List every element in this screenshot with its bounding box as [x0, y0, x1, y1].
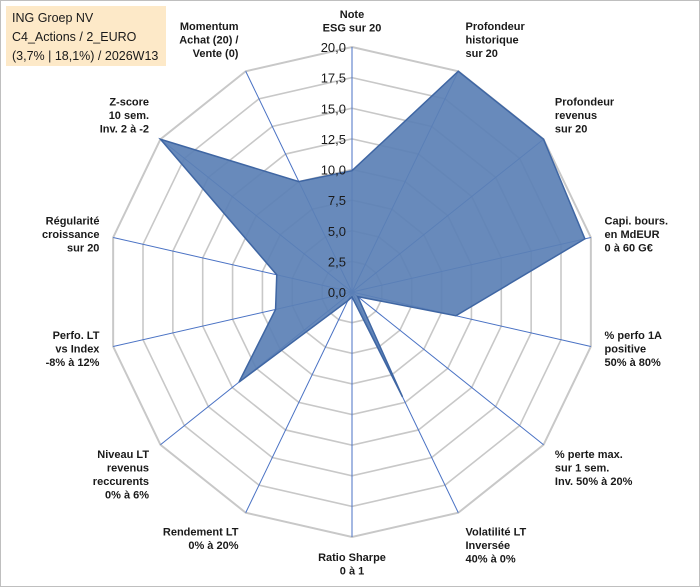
axis-label-6-line-2: 40% à 0%: [466, 554, 516, 566]
axis-label-9-line-3: 0% à 6%: [105, 490, 149, 502]
axis-label-7-line-0: Ratio Sharpe: [318, 552, 386, 564]
axis-label-9-line-0: Niveau LT: [97, 449, 149, 461]
axis-label-13-line-2: Vente (0): [193, 48, 239, 60]
axis-label-2: Profondeur revenus sur 20: [555, 96, 615, 135]
axis-label-8-line-0: Rendement LT: [163, 527, 239, 539]
axis-label-4-line-2: 50% à 80%: [605, 357, 661, 369]
axis-label-2-line-2: sur 20: [555, 123, 587, 135]
axis-label-5-line-0: % perte max.: [555, 449, 623, 461]
tick-label-2: 5,0: [328, 224, 346, 239]
axis-label-8: Rendement LT 0% à 20%: [163, 527, 239, 553]
axis-label-6: Volatilité LT Inversée 40% à 0%: [466, 527, 527, 566]
axis-label-2-line-0: Profondeur: [555, 96, 615, 108]
axis-label-5-line-1: sur 1 sem.: [555, 463, 609, 475]
tick-label-4: 10,0: [321, 163, 346, 178]
axis-label-4: % perfo 1A positive 50% à 80%: [605, 330, 663, 369]
axis-label-7-line-1: 0 à 1: [340, 566, 364, 578]
axis-label-11-line-2: sur 20: [67, 243, 99, 255]
axis-label-9-line-1: revenus: [107, 463, 149, 475]
tick-label-3: 7,5: [328, 193, 346, 208]
axis-label-7: Ratio Sharpe 0 à 1: [318, 552, 386, 578]
axis-label-0: Note ESG sur 20: [323, 9, 382, 35]
tick-label-1: 2,5: [328, 254, 346, 269]
tick-label-8: 20,0: [321, 40, 346, 55]
axis-label-6-line-1: Inversée: [466, 540, 511, 552]
axis-label-0-line-0: Note: [340, 9, 364, 21]
axis-label-10-line-2: -8% à 12%: [46, 357, 100, 369]
axis-label-12-line-1: 10 sem.: [109, 110, 149, 122]
axis-label-8-line-1: 0% à 20%: [188, 540, 238, 552]
axis-spoke-5: [351, 291, 544, 446]
axis-spoke-8: [245, 291, 353, 513]
axis-label-1: Profondeur historique sur 20: [466, 21, 526, 60]
axis-label-13-line-0: Momentum: [180, 21, 239, 33]
axis-label-2-line-1: revenus: [555, 110, 597, 122]
tick-label-5: 12,5: [321, 132, 346, 147]
axis-label-3-line-1: en MdEUR: [605, 229, 660, 241]
axis-label-6-line-0: Volatilité LT: [466, 527, 527, 539]
axis-label-10-line-1: vs Index: [55, 343, 100, 355]
axis-label-11: Régularité croissance sur 20: [42, 216, 99, 255]
tick-label-6: 15,0: [321, 101, 346, 116]
axis-label-13-line-1: Achat (20) /: [179, 34, 238, 46]
radar-tick-labels: 0,0 2,5 5,0 7,5 10,0 12,5 15,0 17,5 20,0: [321, 40, 346, 300]
axis-label-10: Perfo. LT vs Index -8% à 12%: [46, 330, 101, 369]
axis-label-3-line-0: Capi. bours.: [605, 216, 669, 228]
title-line-category: C4_Actions / 2_EURO: [12, 30, 137, 44]
axis-label-9: Niveau LT revenus reccurents 0% à 6%: [93, 449, 150, 502]
axis-label-12-line-2: Inv. 2 à -2: [100, 123, 149, 135]
axis-label-11-line-0: Régularité: [46, 216, 100, 228]
chart-title-box: ING Groep NV C4_Actions / 2_EURO (3,7% |…: [6, 6, 166, 66]
axis-label-3: Capi. bours. en MdEUR 0 à 60 G€: [605, 216, 669, 255]
radar-axis-labels: Note ESG sur 20 Profondeur historique sur 20…: [42, 9, 668, 578]
axis-label-4-line-1: positive: [605, 343, 647, 355]
title-line-company: ING Groep NV: [12, 11, 94, 25]
axis-label-1-line-1: historique: [466, 34, 519, 46]
axis-label-12-line-0: Z-score: [109, 96, 149, 108]
radar-series: [158, 70, 586, 398]
axis-label-4-line-0: % perfo 1A: [605, 330, 663, 342]
axis-label-12: Z-score 10 sem. Inv. 2 à -2: [100, 96, 149, 135]
axis-label-5: % perte max. sur 1 sem. Inv. 50% à 20%: [555, 449, 633, 488]
axis-label-10-line-0: Perfo. LT: [53, 330, 100, 342]
axis-label-0-line-1: ESG sur 20: [323, 23, 382, 35]
axis-label-13: Momentum Achat (20) / Vente (0): [179, 21, 239, 60]
axis-label-1-line-2: sur 20: [466, 48, 498, 60]
axis-label-9-line-2: reccurents: [93, 476, 149, 488]
axis-label-5-line-2: Inv. 50% à 20%: [555, 476, 633, 488]
title-line-stats: (3,7% | 18,1%) / 2026W13: [12, 49, 159, 63]
axis-label-3-line-2: 0 à 60 G€: [605, 243, 653, 255]
tick-label-7: 17,5: [321, 71, 346, 86]
axis-label-11-line-1: croissance: [42, 229, 99, 241]
axis-label-1-line-0: Profondeur: [466, 21, 526, 33]
series-area: [158, 70, 586, 398]
tick-label-0: 0,0: [328, 285, 346, 300]
